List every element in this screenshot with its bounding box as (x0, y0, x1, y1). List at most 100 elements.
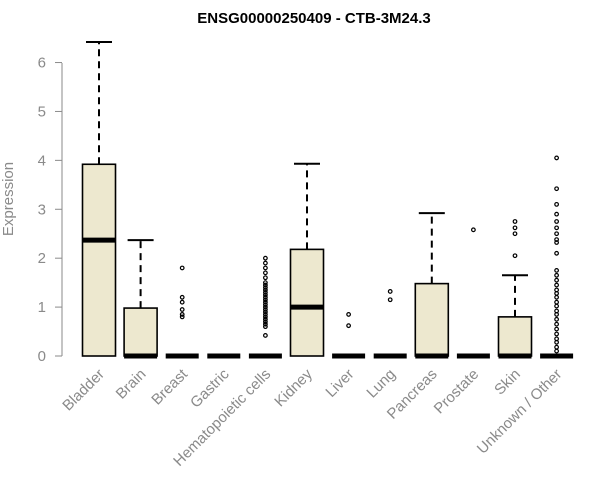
outlier-point (554, 303, 559, 309)
y-tick-label: 3 (38, 201, 46, 218)
x-tick-label: Brain (113, 366, 150, 403)
outlier-point (554, 299, 559, 305)
outlier-point (554, 290, 559, 296)
outlier-point (263, 294, 268, 300)
outlier-point (263, 265, 268, 271)
outlier-point (179, 265, 185, 271)
box-body (81, 163, 117, 357)
outlier-point (179, 314, 185, 320)
outlier-point (554, 272, 559, 278)
y-tick-label: 1 (38, 299, 46, 316)
box-liver (332, 312, 366, 359)
outlier-point (554, 250, 559, 256)
box-lung (373, 289, 407, 359)
outlier-point (554, 237, 559, 242)
y-axis-ticks: 0 1 2 3 4 5 6 (38, 55, 62, 365)
outlier-point (512, 225, 518, 231)
x-tick-label: Liver (322, 366, 357, 401)
outlier-point (554, 186, 559, 192)
outlier-point (554, 282, 559, 288)
box-body (289, 248, 325, 357)
y-tick-label: 0 (38, 348, 46, 365)
outlier-point (512, 231, 518, 237)
outlier-point (554, 231, 559, 237)
outlier-point (554, 344, 559, 350)
outlier-point (179, 312, 185, 317)
chart-title: ENSG00000250409 - CTB-3M24.3 (197, 10, 430, 27)
outlier-point (263, 314, 268, 320)
box-kidney (289, 162, 325, 357)
y-axis-title: Expression (0, 162, 17, 236)
box-breast (165, 265, 199, 359)
outlier-point (471, 227, 476, 233)
outlier-point (554, 294, 559, 300)
outlier-point (387, 297, 393, 303)
x-tick-label: Prostate (431, 366, 483, 418)
box-pancreas (414, 212, 450, 359)
box-skin (497, 219, 533, 359)
outlier-point (554, 339, 559, 345)
outlier-point (263, 333, 268, 338)
outlier-point (554, 268, 559, 273)
outlier-point (263, 319, 268, 325)
outlier-point (263, 307, 268, 312)
outlier-point (263, 304, 268, 310)
y-tick-label: 6 (38, 55, 46, 72)
outlier-point (554, 348, 559, 354)
outlier-point (554, 211, 559, 217)
outlier-point (554, 331, 559, 337)
outlier-point (179, 299, 185, 305)
outlier-point (554, 219, 559, 224)
outlier-point (263, 275, 268, 281)
outlier-point (263, 316, 268, 322)
x-tick-label: Bladder (59, 366, 108, 415)
outlier-point (554, 326, 559, 332)
outlier-point (346, 323, 352, 329)
outlier-point (554, 321, 559, 327)
outlier-point (554, 201, 559, 207)
outlier-point (263, 255, 268, 261)
outlier-point (179, 294, 185, 300)
outlier-point (387, 289, 393, 294)
y-tick-label: 5 (38, 103, 46, 120)
box-body (497, 316, 533, 357)
outlier-point (263, 309, 268, 315)
outlier-point (512, 219, 518, 224)
outlier-point (346, 312, 352, 317)
x-tick-label: Lung (363, 366, 399, 402)
y-tick-label: 2 (38, 250, 46, 267)
outlier-point (263, 324, 268, 330)
outlier-point (512, 253, 518, 259)
outlier-point (263, 270, 268, 276)
outlier-point (263, 260, 268, 266)
boxes-group (81, 41, 574, 359)
outlier-point (554, 312, 559, 317)
outlier-point (263, 285, 268, 290)
box-body (123, 307, 158, 357)
outlier-point (263, 299, 268, 305)
box-prostate (456, 227, 490, 359)
outlier-point (263, 297, 268, 303)
x-tick-label: Skin (491, 366, 524, 399)
outlier-point (263, 290, 268, 295)
outlier-point (263, 292, 268, 298)
x-tick-label: Kidney (271, 365, 316, 410)
box-bladder (81, 41, 117, 357)
outlier-point (263, 312, 268, 317)
outlier-point (263, 321, 268, 327)
y-tick-label: 4 (38, 152, 46, 169)
outlier-point (554, 155, 559, 161)
outlier-point (554, 225, 559, 231)
outlier-point (554, 277, 559, 283)
outlier-point (263, 280, 268, 286)
box-unknown-other (540, 155, 574, 359)
box-hematopoietic-cells (248, 255, 282, 359)
outlier-point (179, 307, 185, 312)
outlier-point (263, 302, 268, 308)
outlier-point (554, 240, 559, 245)
x-tick-label: Breast (148, 365, 191, 408)
outlier-point (263, 287, 268, 293)
box-body (414, 282, 450, 357)
